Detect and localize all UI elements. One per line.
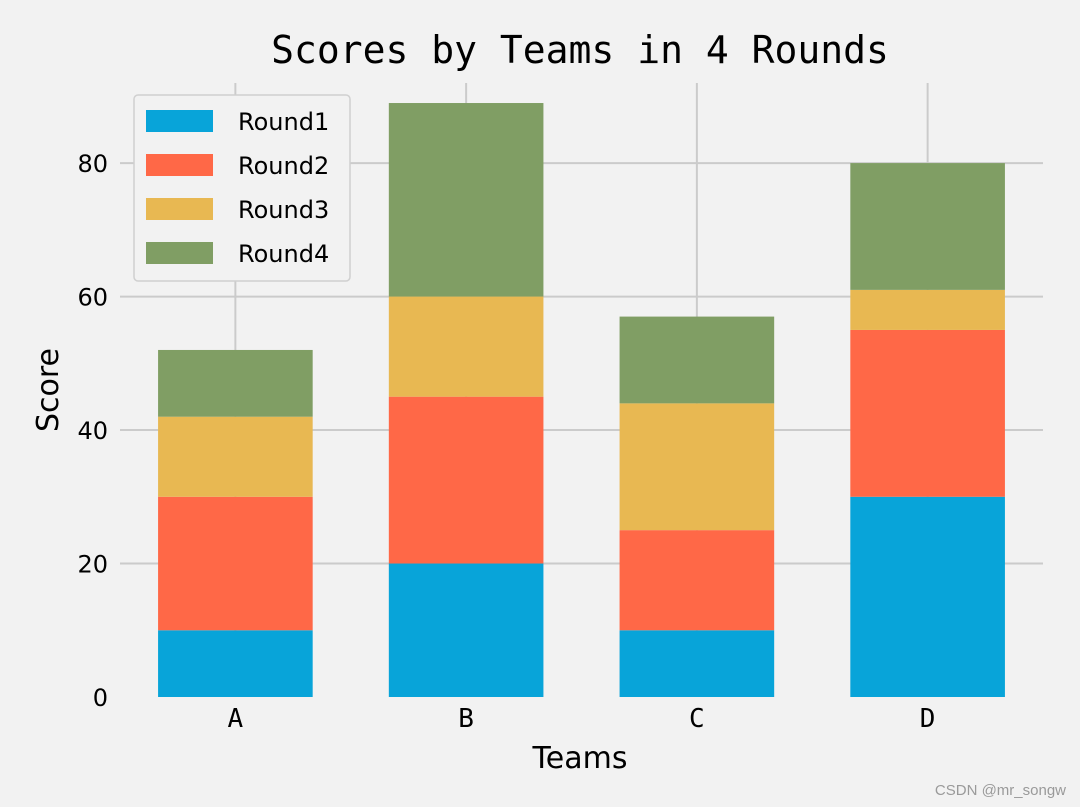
x-tick-label: A [228, 704, 244, 734]
bar-b-round3 [388, 296, 544, 397]
x-tick-label: B [458, 704, 474, 734]
bar-d-round3 [850, 289, 1005, 330]
bar-b-round4 [388, 103, 544, 297]
bar-d-round2 [850, 329, 1005, 497]
bar-d-round4 [850, 163, 1005, 290]
bar-stack-d [850, 163, 1005, 697]
bar-stack-c [619, 316, 775, 697]
bar-c-round4 [619, 316, 775, 404]
y-tick-label: 80 [77, 150, 108, 178]
legend-label: Round1 [238, 108, 329, 136]
bar-b-round1 [388, 563, 544, 697]
y-tick-label: 60 [77, 284, 108, 312]
x-tick-label: D [920, 704, 936, 734]
legend-frame [133, 94, 351, 282]
y-tick-label: 40 [77, 417, 108, 445]
bar-c-round3 [619, 403, 775, 531]
bar-c-round1 [619, 630, 775, 697]
x-axis-ticks: A B C D [228, 704, 936, 734]
legend-swatch [146, 154, 213, 176]
x-tick-label: C [689, 704, 705, 734]
bar-a-round1 [158, 630, 313, 697]
y-axis-ticks: 0 20 40 60 80 [77, 150, 108, 712]
legend-swatch [146, 110, 213, 132]
legend-label: Round4 [238, 240, 329, 268]
legend-label: Round2 [238, 152, 329, 180]
bar-stack-b [388, 103, 544, 697]
y-axis-label: Score [31, 348, 66, 432]
legend-swatch [146, 198, 213, 220]
bar-stacks [158, 103, 1005, 697]
bar-d-round1 [850, 496, 1005, 697]
legend: Round1 Round2 Round3 Round4 [133, 94, 351, 282]
bar-a-round2 [158, 496, 313, 631]
legend-label: Round3 [238, 196, 329, 224]
bar-a-round4 [158, 349, 313, 417]
x-axis-label: Teams [532, 741, 628, 776]
bar-c-round2 [619, 530, 775, 631]
watermark: CSDN @mr_songw [934, 782, 1066, 799]
bar-a-round3 [158, 416, 313, 497]
legend-swatch [146, 242, 213, 264]
bar-stack-a [158, 349, 313, 697]
y-tick-label: 0 [93, 684, 108, 712]
chart-title: Scores by Teams in 4 Rounds [271, 28, 889, 72]
bar-b-round2 [388, 396, 544, 564]
y-tick-label: 20 [77, 551, 108, 579]
